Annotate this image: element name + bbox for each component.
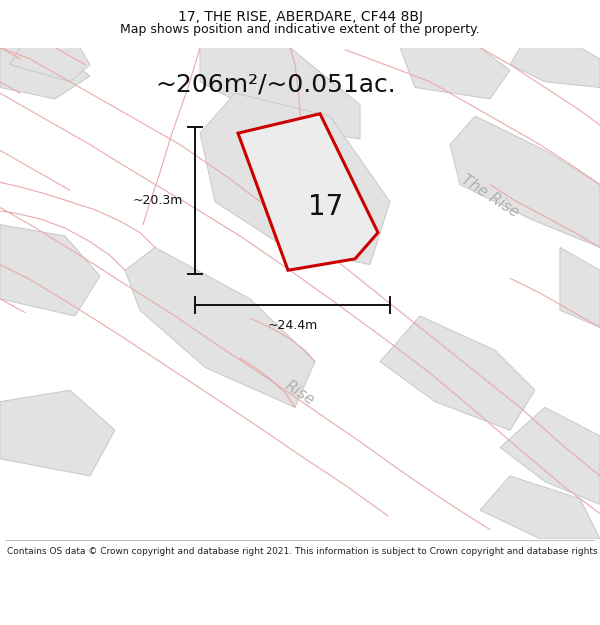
Polygon shape bbox=[510, 48, 600, 88]
Polygon shape bbox=[400, 48, 510, 99]
Polygon shape bbox=[450, 116, 600, 248]
Polygon shape bbox=[0, 390, 115, 476]
Text: Map shows position and indicative extent of the property.: Map shows position and indicative extent… bbox=[120, 22, 480, 36]
Text: 17: 17 bbox=[308, 194, 343, 221]
Polygon shape bbox=[200, 48, 360, 139]
Polygon shape bbox=[560, 248, 600, 328]
Text: The Rise: The Rise bbox=[458, 172, 521, 220]
Polygon shape bbox=[10, 48, 90, 82]
Polygon shape bbox=[0, 48, 90, 99]
Polygon shape bbox=[0, 224, 100, 316]
Text: ~24.4m: ~24.4m bbox=[268, 319, 317, 332]
Text: ~206m²/~0.051ac.: ~206m²/~0.051ac. bbox=[155, 72, 396, 96]
Text: Rise: Rise bbox=[283, 378, 317, 408]
Polygon shape bbox=[500, 408, 600, 504]
Text: 17, THE RISE, ABERDARE, CF44 8BJ: 17, THE RISE, ABERDARE, CF44 8BJ bbox=[178, 11, 422, 24]
Polygon shape bbox=[200, 93, 390, 264]
Polygon shape bbox=[125, 248, 315, 408]
Polygon shape bbox=[238, 114, 378, 270]
Text: Contains OS data © Crown copyright and database right 2021. This information is : Contains OS data © Crown copyright and d… bbox=[7, 546, 600, 556]
Text: ~20.3m: ~20.3m bbox=[133, 194, 183, 207]
Polygon shape bbox=[480, 476, 600, 539]
Polygon shape bbox=[380, 316, 535, 430]
